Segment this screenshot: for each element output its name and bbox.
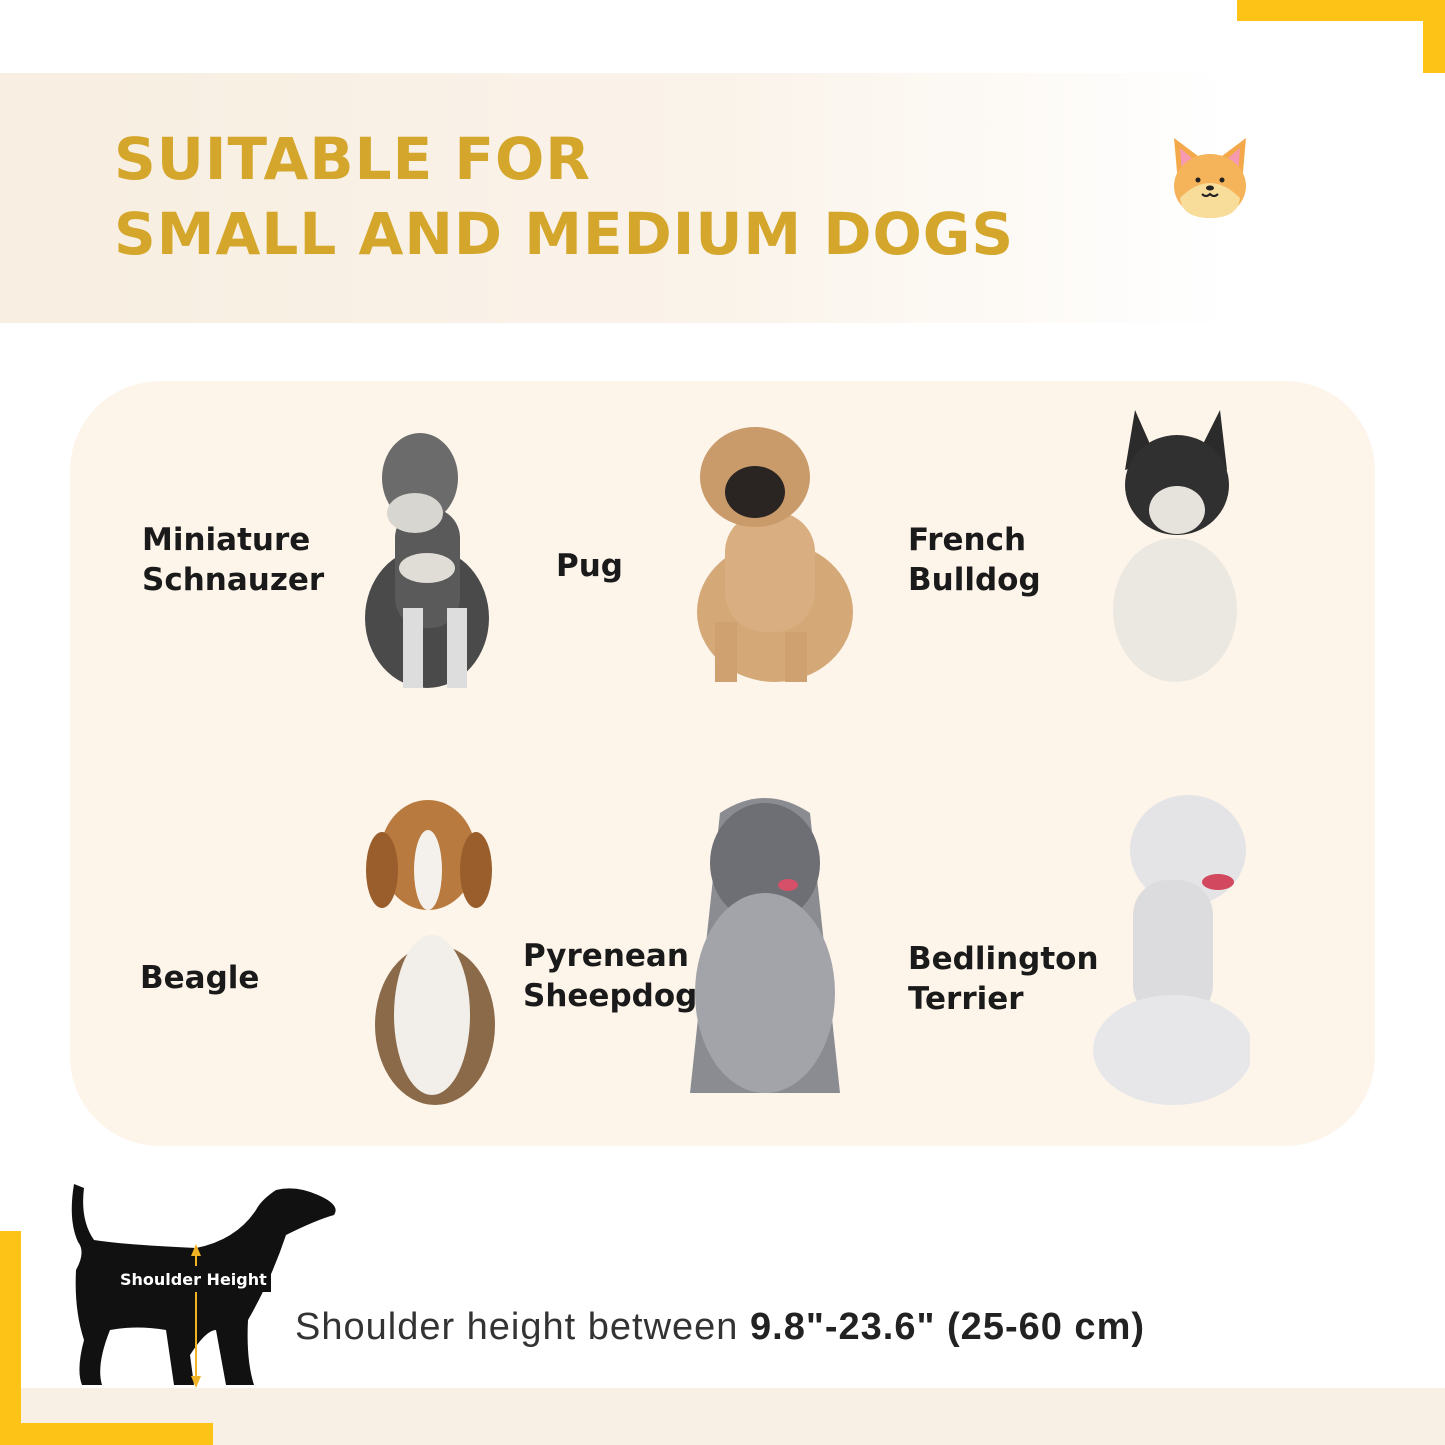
breed-name: Pug	[556, 548, 623, 584]
shoulder-height-prefix: Shoulder height between	[295, 1306, 750, 1348]
breed-name: Terrier	[908, 981, 1024, 1017]
shoulder-height-text: Shoulder height between 9.8"-23.6" (25-6…	[295, 1306, 1145, 1349]
breed-label-bedlington-terrier: Bedlington Terrier	[908, 939, 1099, 1019]
breed-label-beagle: Beagle	[140, 958, 259, 998]
corner-accent-bottom	[0, 1423, 213, 1445]
pyrenean-sheepdog-photo	[690, 798, 840, 1093]
title-line-1: SUITABLE FOR	[114, 125, 591, 193]
breed-name: Schnauzer	[142, 562, 325, 598]
corner-accent-top	[1237, 0, 1445, 21]
breed-label-french-bulldog: French Bulldog	[908, 520, 1041, 600]
beagle-photo	[366, 800, 495, 1105]
breed-name: Bulldog	[908, 562, 1041, 598]
miniature-schnauzer-photo	[365, 433, 489, 688]
corner-accent-left	[0, 1231, 21, 1445]
page-title: SUITABLE FOR SMALL AND MEDIUM DOGS	[114, 122, 1014, 272]
shoulder-height-label: Shoulder Height	[120, 1270, 267, 1289]
breed-label-pyrenean-sheepdog: Pyrenean Sheepdog	[523, 936, 697, 1016]
breed-name: Miniature	[142, 522, 311, 558]
bottom-band	[21, 1388, 1445, 1445]
breed-name: Pyrenean	[523, 938, 689, 974]
dog-silhouette-icon	[71, 1184, 336, 1388]
breed-label-pug: Pug	[556, 546, 623, 586]
corgi-face-icon	[1174, 138, 1246, 218]
title-line-2: SMALL AND MEDIUM DOGS	[114, 200, 1015, 268]
bedlington-terrier-photo	[1093, 795, 1250, 1105]
breed-name: Beagle	[140, 960, 260, 996]
shoulder-height-value: 9.8"-23.6" (25-60 cm)	[750, 1306, 1146, 1348]
french-bulldog-photo	[1113, 410, 1237, 682]
breed-label-miniature-schnauzer: Miniature Schnauzer	[142, 520, 324, 600]
pug-photo	[697, 427, 853, 682]
breed-name: French	[908, 522, 1027, 558]
breed-name: Sheepdog	[523, 978, 698, 1014]
breed-name: Bedlington	[908, 941, 1099, 977]
